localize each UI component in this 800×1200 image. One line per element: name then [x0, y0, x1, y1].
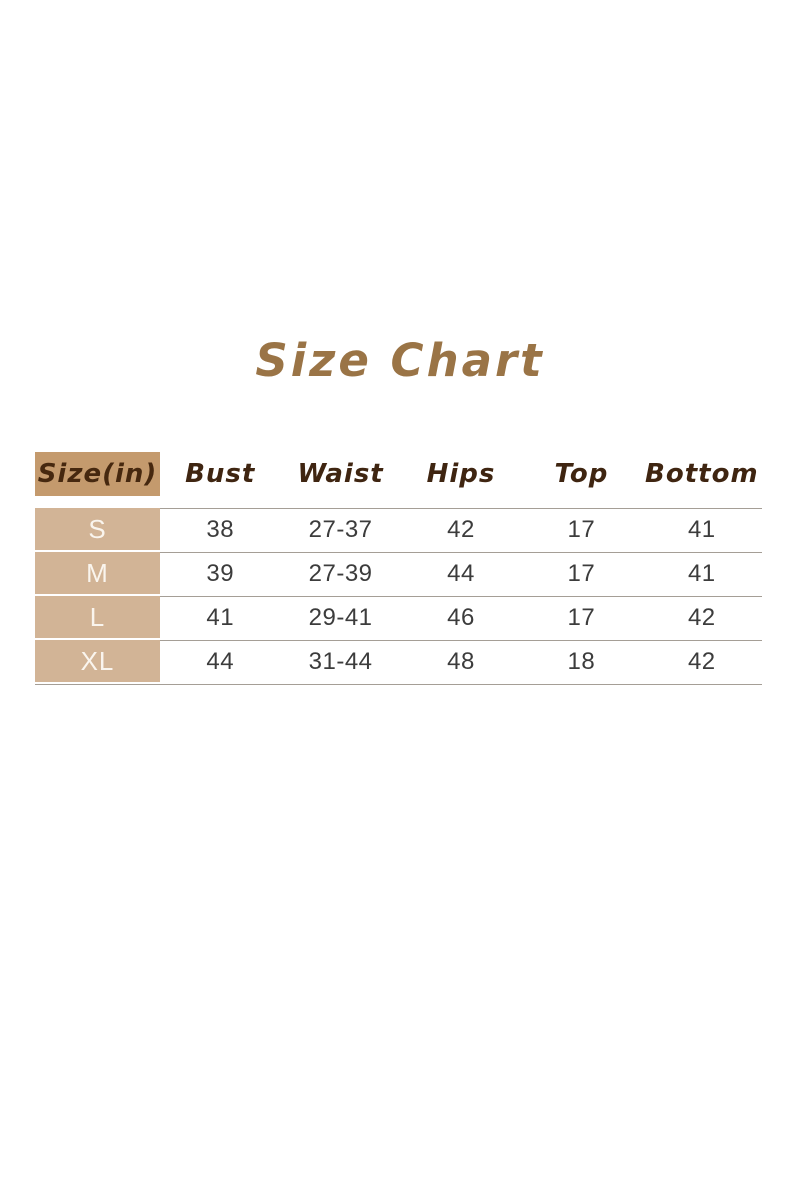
size-cell: XL [35, 640, 160, 682]
value-cell-bust: 44 [160, 640, 281, 682]
table-bottom-border [35, 684, 762, 685]
table-row-xl: XL 44 31-44 48 18 42 [35, 640, 762, 682]
column-header-hips: Hips [426, 459, 496, 489]
value-cell-top: 17 [521, 508, 642, 550]
value-cell-bust: 41 [160, 596, 281, 638]
value-cell-waist: 29-41 [280, 596, 401, 638]
table-row-l: L 41 29-41 46 17 42 [35, 596, 762, 638]
size-header-cell: Size(in) [35, 452, 160, 496]
value-cell-top: 17 [521, 552, 642, 594]
value-cell-waist: 27-39 [280, 552, 401, 594]
value-cell-bottom: 42 [641, 640, 762, 682]
column-header-waist: Waist [297, 459, 384, 489]
value-cell-bust: 39 [160, 552, 281, 594]
value-cell-bust: 38 [160, 508, 281, 550]
header-row: Size(in) Bust Waist Hips Top Bottom [35, 452, 762, 496]
page-title: Size Chart [255, 334, 545, 387]
value-cell-bottom: 42 [641, 596, 762, 638]
size-chart-table: Size(in) Bust Waist Hips Top Bottom S 38… [35, 452, 762, 685]
value-cell-hips: 46 [400, 596, 522, 638]
value-cell-bottom: 41 [641, 508, 762, 550]
value-cell-hips: 44 [400, 552, 522, 594]
table-row-s: S 38 27-37 42 17 41 [35, 508, 762, 550]
size-cell: S [35, 508, 160, 550]
column-header-bust: Bust [185, 459, 256, 489]
size-cell: M [35, 552, 160, 594]
size-cell: L [35, 596, 160, 638]
value-cell-waist: 31-44 [280, 640, 401, 682]
column-header-top: Top [554, 459, 609, 489]
value-cell-bottom: 41 [641, 552, 762, 594]
column-header-bottom: Bottom [645, 459, 759, 489]
value-cell-hips: 48 [400, 640, 522, 682]
value-cell-top: 17 [521, 596, 642, 638]
value-cell-top: 18 [521, 640, 642, 682]
table-row-m: M 39 27-39 44 17 41 [35, 552, 762, 594]
value-cell-hips: 42 [400, 508, 522, 550]
value-cell-waist: 27-37 [280, 508, 401, 550]
